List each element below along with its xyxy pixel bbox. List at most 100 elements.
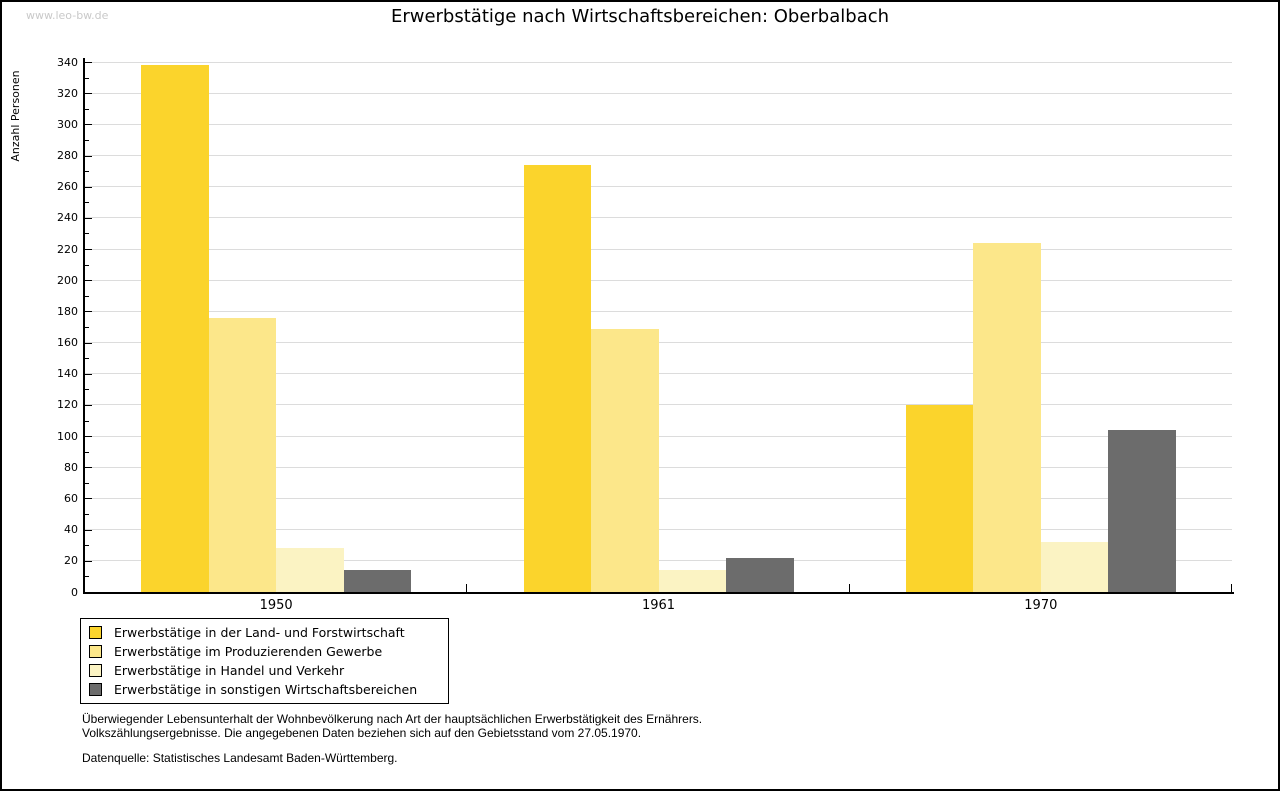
y-tick — [85, 264, 89, 266]
y-tick — [85, 451, 89, 453]
y-gridline — [85, 279, 1232, 281]
x-category-label: 1961 — [641, 598, 676, 613]
bar — [344, 570, 411, 593]
y-tick — [85, 576, 89, 578]
watermark: www.leo-bw.de — [26, 9, 109, 22]
footer-note: Überwiegender Lebensunterhalt der Wohnbe… — [82, 712, 702, 765]
y-tick-label: 80 — [64, 460, 78, 474]
legend-item: Erwerbstätige in der Land- und Forstwirt… — [89, 623, 440, 642]
footer-line-2: Volkszählungsergebnisse. Die angegebenen… — [82, 726, 642, 740]
y-tick — [85, 514, 89, 516]
page-title: Erwerbstätige nach Wirtschaftsbereichen:… — [390, 6, 890, 27]
y-tick-label: 260 — [57, 180, 78, 194]
legend-item: Erwerbstätige in Handel und Verkehr — [89, 661, 440, 680]
bar — [1108, 429, 1176, 593]
y-tick — [85, 545, 89, 547]
y-tick — [85, 467, 92, 469]
bar — [591, 328, 659, 593]
bar — [659, 570, 726, 593]
y-tick — [85, 108, 89, 110]
bar — [906, 404, 973, 593]
y-gridline — [85, 186, 1232, 188]
footer-line-1: Überwiegender Lebensunterhalt der Wohnbe… — [82, 712, 703, 726]
x-tick — [1231, 584, 1232, 592]
y-tick — [85, 373, 92, 375]
y-tick-label: 0 — [71, 585, 78, 599]
y-tick — [85, 560, 92, 562]
legend-label: Erwerbstätige in sonstigen Wirtschaftsbe… — [114, 682, 418, 697]
y-gridline — [85, 61, 1232, 63]
y-gridline — [85, 310, 1232, 312]
y-gridline — [85, 248, 1232, 250]
y-tick-label: 180 — [57, 304, 78, 318]
y-tick — [85, 280, 92, 282]
bar — [141, 65, 209, 593]
legend-swatch — [89, 626, 102, 639]
y-tick — [85, 171, 89, 173]
legend-swatch — [89, 664, 102, 677]
y-tick — [85, 93, 92, 95]
y-tick — [85, 295, 89, 297]
x-category-label: 1950 — [259, 598, 293, 613]
y-tick-label: 140 — [57, 367, 78, 381]
y-tick — [85, 124, 92, 126]
legend: Erwerbstätige in der Land- und Forstwirt… — [80, 618, 449, 704]
y-tick — [85, 233, 89, 235]
x-category-label: 1970 — [1024, 598, 1058, 613]
legend-swatch — [89, 683, 102, 696]
y-gridline — [85, 155, 1232, 157]
y-tick-label: 120 — [57, 398, 78, 412]
legend-swatch — [89, 645, 102, 658]
data-source: Datenquelle: Statistisches Landesamt Bad… — [82, 751, 398, 765]
y-tick — [85, 311, 92, 313]
y-tick — [85, 420, 89, 422]
y-tick — [85, 404, 92, 406]
x-tick — [848, 584, 850, 592]
y-tick — [85, 482, 89, 484]
y-tick-label: 320 — [57, 86, 78, 100]
y-tick-label: 280 — [57, 149, 78, 163]
bar — [973, 242, 1041, 593]
y-gridline — [85, 217, 1232, 219]
legend-item: Erwerbstätige in sonstigen Wirtschaftsbe… — [89, 680, 440, 699]
bar — [726, 557, 794, 593]
y-tick — [85, 155, 92, 157]
y-tick-label: 220 — [57, 242, 78, 256]
legend-item: Erwerbstätige im Produzierenden Gewerbe — [89, 642, 440, 661]
y-gridline — [85, 92, 1232, 94]
y-tick — [85, 186, 92, 188]
y-tick-label: 40 — [64, 523, 78, 537]
y-tick-label: 300 — [57, 117, 78, 131]
y-gridline — [85, 123, 1232, 125]
y-tick-label: 100 — [57, 429, 78, 443]
y-tick — [85, 498, 92, 500]
bar — [524, 164, 591, 593]
legend-label: Erwerbstätige in Handel und Verkehr — [114, 663, 345, 678]
y-tick — [85, 139, 89, 141]
y-tick-label: 20 — [64, 554, 78, 568]
y-tick-label: 240 — [57, 211, 78, 225]
y-tick — [85, 249, 92, 251]
y-tick — [85, 77, 89, 79]
bar — [209, 317, 276, 593]
x-tick — [466, 584, 468, 592]
x-axis-line — [83, 592, 1234, 594]
bar — [1041, 542, 1108, 593]
y-axis-label: Anzahl Personen — [9, 70, 22, 162]
y-tick — [85, 358, 89, 360]
legend-label: Erwerbstätige im Produzierenden Gewerbe — [114, 644, 383, 659]
y-tick-label: 160 — [57, 336, 78, 350]
y-tick — [85, 202, 89, 204]
y-tick-label: 60 — [64, 491, 78, 505]
y-tick — [85, 62, 92, 63]
y-tick — [85, 342, 92, 344]
y-tick — [85, 436, 92, 438]
y-tick-label: 340 — [57, 55, 78, 69]
y-tick — [85, 389, 89, 391]
y-tick — [85, 327, 89, 328]
y-tick-label: 200 — [57, 273, 78, 287]
y-axis-line — [83, 58, 85, 594]
y-tick — [85, 529, 92, 531]
bar — [276, 548, 344, 593]
